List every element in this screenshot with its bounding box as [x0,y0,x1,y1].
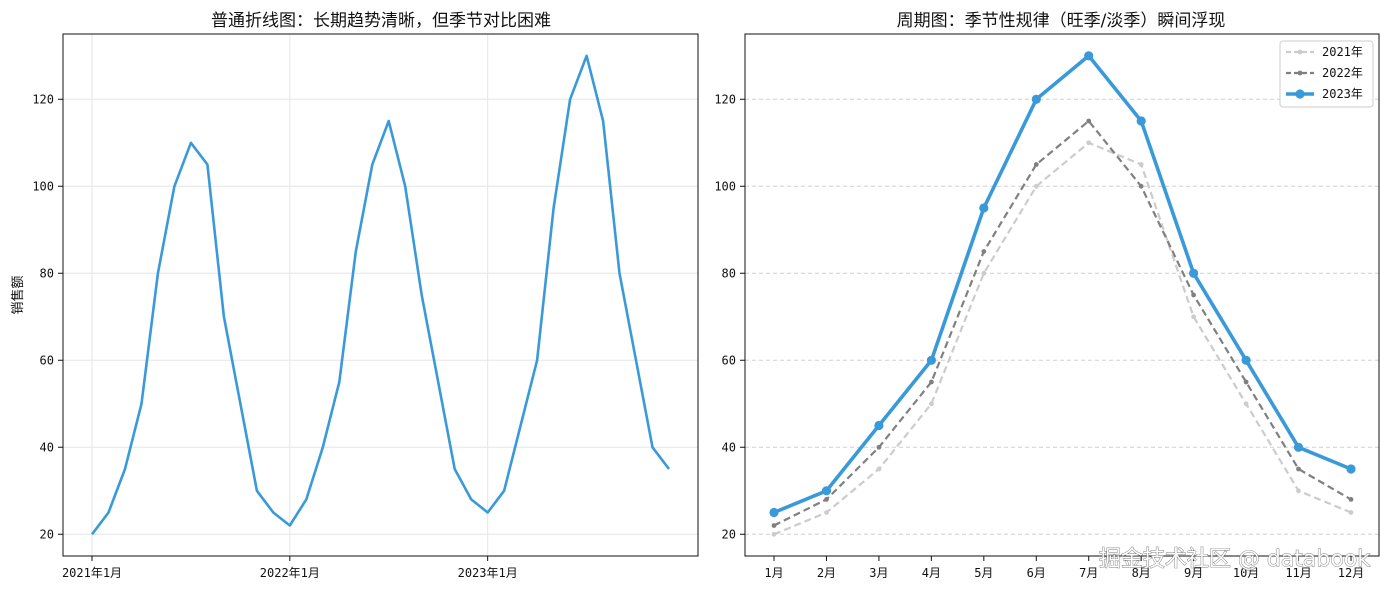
series-point [1031,94,1041,104]
x-tick-label: 3月 [869,566,888,580]
series-point [1346,464,1356,474]
series-3 [769,51,1356,518]
series-point [1241,355,1251,365]
series-point [874,420,884,431]
chart-right-y-ticks: 20 40 60 80 100 120 [714,92,745,541]
series-1 [771,140,1354,537]
watermark: 掘金技术社区 @ databook [1099,547,1370,572]
y-tick-label: 120 [714,92,736,106]
series-point [1348,510,1354,515]
series-point [876,444,882,450]
series-point [1033,183,1039,189]
x-tick-label: 7月 [1079,566,1098,580]
chart-right-title: 周期图：季节性规律（旺季/淡季）瞬间浮现 [897,11,1226,31]
chart-left-title: 普通折线图：长期趋势清晰，但季节对比困难 [211,11,551,31]
series-point [771,531,777,537]
chart-right-grid [745,98,1379,535]
series-point [981,270,987,276]
legend-entry-label: 2022年 [1322,66,1363,80]
x-tick-label: 12月 [1338,566,1364,580]
series-point [1348,497,1354,502]
chart-left-y-axis-label: 销售额 [10,275,26,314]
chart-right-frame [744,33,1380,557]
line-chart-left: 普通折线图：长期趋势清晰，但季节对比困难 20 40 60 80 100 120 2021… [10,11,699,580]
y-tick-label: 60 [722,353,736,367]
x-tick-label: 11月 [1285,566,1311,580]
y-tick-label: 100 [32,179,54,193]
series-point [1033,162,1039,167]
x-tick-label: 2022年1月 [260,566,320,580]
series-point [1136,116,1146,126]
cycle-chart-right: 周期图：季节性规律（旺季/淡季）瞬间浮现 20 40 60 80 100 120 1月 2月… [714,11,1380,580]
y-tick-label: 100 [714,179,736,193]
chart-left-grid [63,34,698,556]
legend-box [1279,40,1374,108]
series-point [926,355,937,365]
y-tick-label: 40 [722,440,736,454]
x-tick-label: 6月 [1027,566,1046,580]
y-tick-label: 20 [722,527,736,541]
legend-swatch-marker [1297,49,1303,55]
legend-swatch-marker [1297,70,1303,76]
series-point [876,466,882,472]
series-point [1243,379,1249,385]
chart-right-legend: 2021年 2022年 2023年 [1279,40,1374,108]
series-point [929,401,934,407]
series-point [1293,442,1304,452]
legend-swatch-marker [1295,89,1305,99]
x-tick-label: 10月 [1233,566,1259,580]
series-line [773,53,1352,515]
x-tick-label: 1月 [764,566,783,580]
series-point [1084,51,1094,61]
chart-right-series [769,51,1356,537]
series-point [821,486,832,496]
x-tick-label: 2021年1月 [62,566,122,580]
chart-left-y-ticks: 20 40 60 80 100 120 [32,92,63,541]
x-tick-label: 8月 [1132,566,1151,580]
series-point [1086,140,1092,146]
x-tick-label: 9月 [1184,566,1203,580]
series-2 [771,118,1354,528]
series-point [1191,292,1196,298]
x-tick-label: 4月 [922,566,941,580]
series-point [1296,488,1301,494]
chart-right-x-ticks: 1月 2月 3月 4月 5月 6月 7月 8月 9月 10月 11月 12月 [764,556,1364,580]
x-tick-label: 5月 [974,566,993,580]
series-point [1243,401,1249,407]
series-point [1138,183,1144,189]
series-line [773,119,1352,527]
y-tick-label: 120 [32,92,54,106]
series-point [771,523,777,528]
y-tick-label: 80 [40,266,54,280]
series-point [1189,268,1199,278]
chart-left-frame [62,33,699,557]
sales-line [90,54,671,536]
series-point [981,249,987,254]
chart-left-series [90,54,671,536]
x-tick-label: 2023年1月 [458,566,518,580]
chart-left-x-ticks: 2021年1月 2022年1月 2023年1月 [62,556,518,580]
series-point [1086,118,1092,124]
x-tick-label: 2月 [817,566,836,580]
series-point [929,379,934,385]
y-tick-label: 80 [722,266,736,280]
legend-entry-label: 2023年 [1322,87,1363,101]
series-line [773,141,1352,536]
series-point [1296,466,1301,472]
series-point [769,507,779,518]
series-point [824,497,829,502]
y-tick-label: 20 [40,527,54,541]
y-tick-label: 40 [40,440,54,454]
y-tick-label: 60 [40,353,54,367]
series-point [979,203,989,213]
legend-entry-label: 2021年 [1322,45,1363,59]
series-point [1191,314,1196,320]
series-point [1138,162,1144,167]
series-point [824,510,829,515]
